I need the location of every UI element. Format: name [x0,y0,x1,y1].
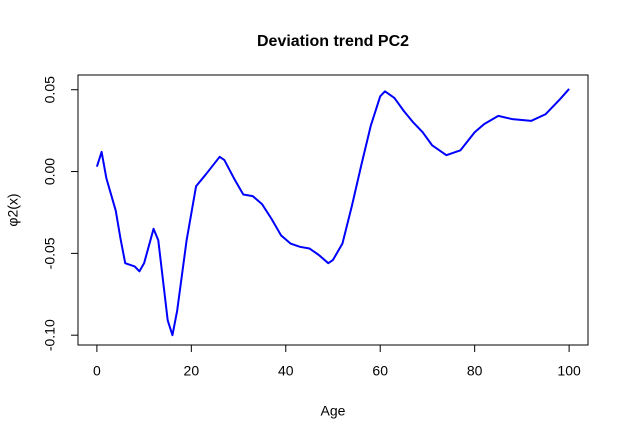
y-tick-label: 0.05 [42,76,58,103]
data-line [95,88,570,337]
x-tick-label: 100 [557,363,581,379]
y-axis-label: φ2(x) [5,193,21,226]
y-tick-label: 0.00 [42,158,58,185]
x-axis-label: Age [321,403,346,419]
y-tick-label: -0.10 [42,319,58,351]
x-tick-label: 0 [93,363,101,379]
x-tick-label: 80 [467,363,483,379]
x-tick-label: 40 [278,363,294,379]
x-tick-label: 60 [372,363,388,379]
plot-box [77,74,589,346]
y-tick-label: -0.05 [42,237,58,269]
x-tick-label: 20 [184,363,200,379]
chart-title: Deviation trend PC2 [257,33,409,50]
